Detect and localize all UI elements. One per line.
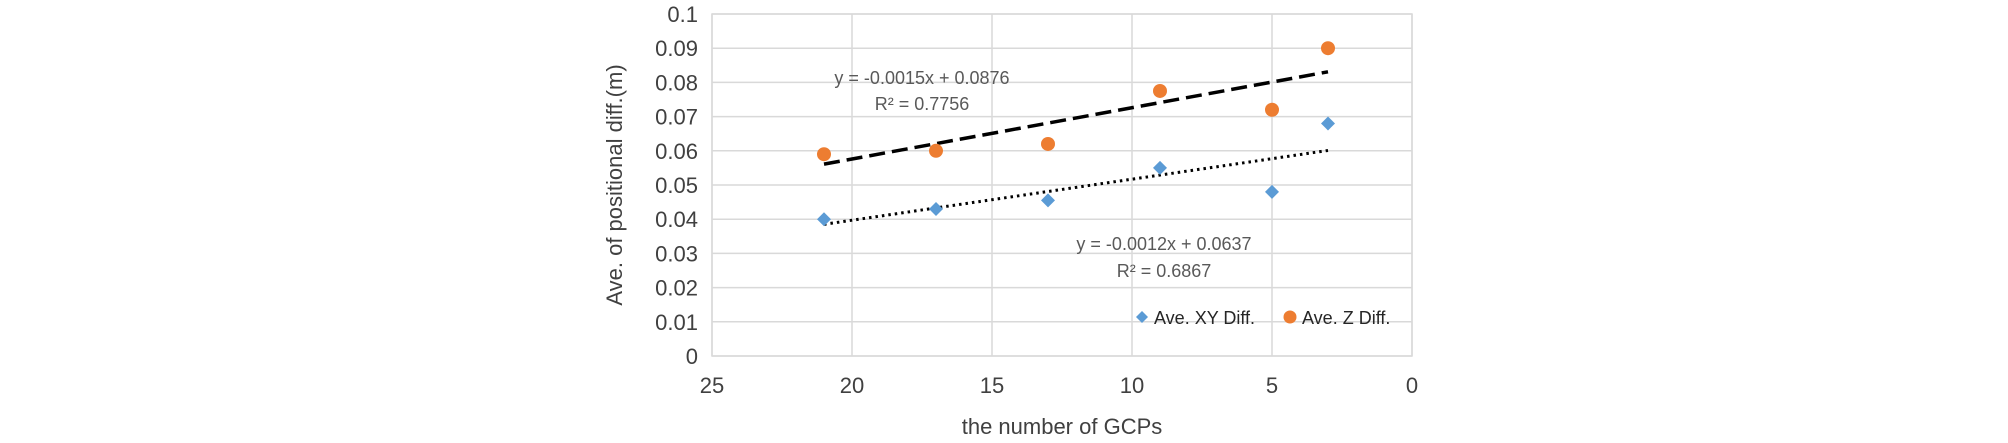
y-tick-label: 0.04 bbox=[655, 207, 698, 232]
z-trendline bbox=[823, 70, 1329, 166]
plot-area-border bbox=[711, 13, 1413, 357]
xy-trendline-r2: R² = 0.6867 bbox=[1117, 261, 1212, 281]
z-diff-point bbox=[817, 147, 831, 162]
x-axis-ticks: 25 20 15 10 5 0 bbox=[700, 373, 1418, 398]
legend-z-marker-icon bbox=[1283, 310, 1297, 324]
y-tick-label: 0.03 bbox=[655, 241, 698, 266]
xy-diff-point bbox=[1153, 160, 1167, 175]
xy-diff-point bbox=[1265, 184, 1279, 199]
x-axis-title: the number of GCPs bbox=[962, 414, 1163, 439]
y-tick-label: 0.02 bbox=[655, 276, 698, 301]
x-tick-label: 5 bbox=[1266, 373, 1278, 398]
z-diff-point bbox=[929, 143, 943, 158]
x-tick-label: 25 bbox=[700, 373, 724, 398]
y-tick-label: 0.06 bbox=[655, 139, 698, 164]
y-axis-ticks: 0 0.01 0.02 0.03 0.04 0.05 0.06 0.07 0.08 0.09 0.1 bbox=[655, 2, 698, 369]
x-tick-label: 20 bbox=[840, 373, 864, 398]
trendlines bbox=[823, 70, 1329, 226]
x-tick-label: 10 bbox=[1120, 373, 1144, 398]
xy-trendline-equation: y = -0.0012x + 0.0637 bbox=[1076, 234, 1251, 254]
z-trendline-equation: y = -0.0015x + 0.0876 bbox=[834, 68, 1009, 88]
data-points bbox=[817, 41, 1335, 227]
xy-diff-point bbox=[929, 201, 943, 216]
z-diff-point bbox=[1041, 136, 1055, 151]
y-tick-label: 0 bbox=[686, 344, 698, 369]
y-axis-title: Ave. of positional diff.(m) bbox=[602, 64, 627, 305]
xy-diff-point bbox=[817, 212, 831, 227]
z-diff-point bbox=[1265, 102, 1279, 117]
z-diff-point bbox=[1321, 41, 1335, 56]
z-diff-point bbox=[1153, 83, 1167, 98]
legend-xy-label: Ave. XY Diff. bbox=[1154, 308, 1255, 328]
x-tick-label: 15 bbox=[980, 373, 1004, 398]
legend-z-label: Ave. Z Diff. bbox=[1302, 308, 1390, 328]
y-tick-label: 0.01 bbox=[655, 310, 698, 335]
y-tick-label: 0.07 bbox=[655, 105, 698, 130]
z-trendline-r2: R² = 0.7756 bbox=[875, 94, 970, 114]
legend: Ave. XY Diff. Ave. Z Diff. bbox=[1136, 308, 1390, 328]
y-tick-label: 0.1 bbox=[667, 2, 698, 27]
x-tick-label: 0 bbox=[1406, 373, 1418, 398]
y-tick-label: 0.05 bbox=[655, 173, 698, 198]
xy-diff-point bbox=[1041, 193, 1055, 208]
xy-trendline bbox=[823, 148, 1329, 226]
grid bbox=[711, 13, 1413, 357]
y-tick-label: 0.08 bbox=[655, 70, 698, 95]
xy-diff-point bbox=[1321, 116, 1335, 131]
legend-xy-marker-icon bbox=[1136, 311, 1148, 323]
y-tick-label: 0.09 bbox=[655, 36, 698, 61]
